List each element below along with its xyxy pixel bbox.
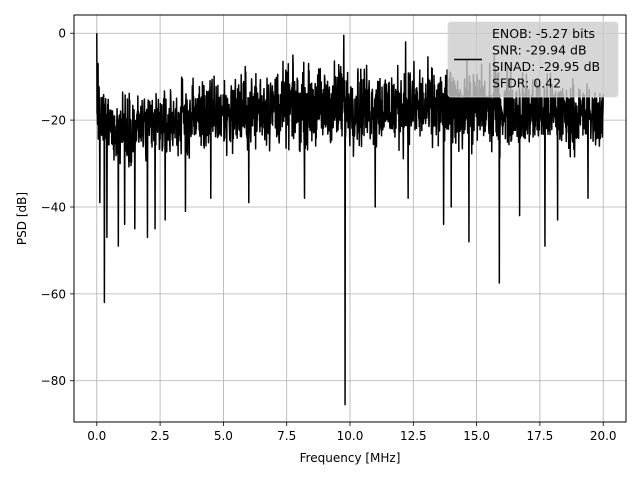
x-axis-label: Frequency [MHz]: [300, 451, 401, 465]
legend-box: [447, 21, 619, 98]
x-tick-label: 10.0: [337, 429, 364, 443]
x-tick-label: 20.0: [590, 429, 617, 443]
x-tick-label: 5.0: [214, 429, 233, 443]
x-tick-label: 0.0: [87, 429, 106, 443]
legend-entry: SFDR: 0.42: [492, 76, 561, 91]
y-tick-label: 0: [58, 27, 66, 41]
y-axis-label: PSD [dB]: [15, 192, 29, 245]
psd-trace: [96, 33, 604, 406]
x-tick-label: 17.5: [527, 429, 554, 443]
y-tick-label: −80: [41, 374, 66, 388]
legend-entry: SNR: -29.94 dB: [492, 43, 587, 58]
x-tick-label: 12.5: [400, 429, 427, 443]
y-tick-label: −20: [41, 114, 66, 128]
psd-series-line: [96, 33, 604, 406]
x-tick-label: 7.5: [277, 429, 296, 443]
y-tick-label: −40: [41, 200, 66, 214]
x-tick-label: 15.0: [463, 429, 490, 443]
legend-entry: SINAD: -29.95 dB: [492, 59, 600, 74]
y-tick-label: −60: [41, 287, 66, 301]
axis-ticks: 0.0 2.5 5.0 7.5 10.0 12.5 15.0 17.5 20.0 0 −20 −40 −…: [41, 27, 617, 443]
x-tick-label: 2.5: [151, 429, 170, 443]
legend-entry: ENOB: -5.27 bits: [492, 26, 595, 41]
